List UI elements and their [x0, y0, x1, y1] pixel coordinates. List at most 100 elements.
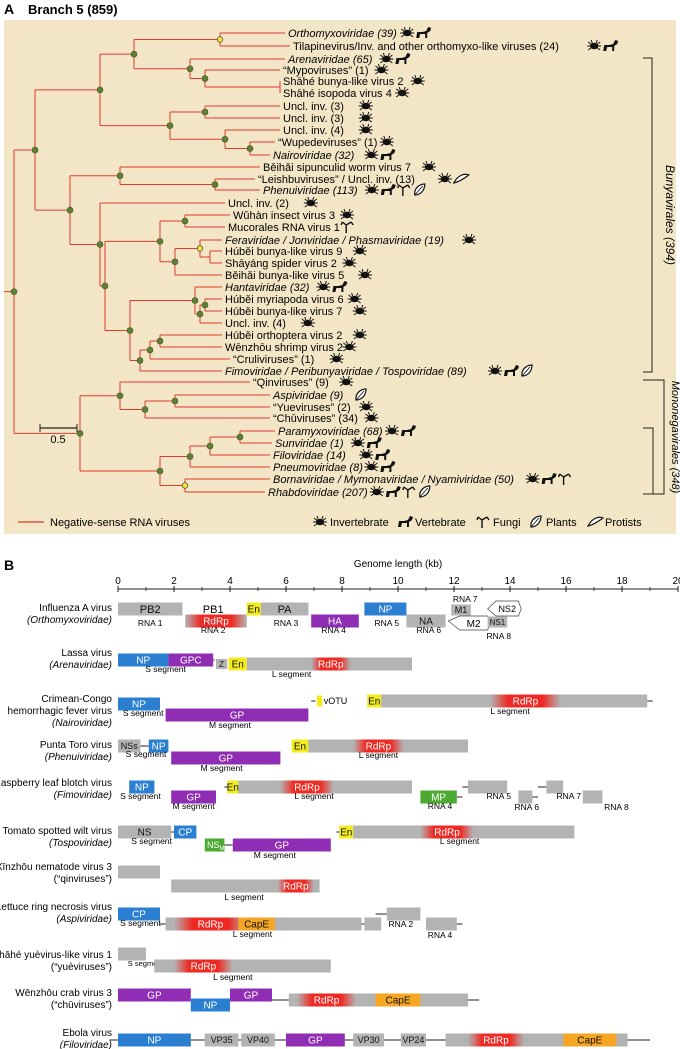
gp-glycoprotein-label: GP — [186, 793, 201, 804]
rdrp-gene — [185, 614, 247, 628]
cp-gene — [174, 825, 197, 839]
m2-label: M2 — [467, 619, 481, 630]
virus-family: (Phenuiviridae) — [45, 752, 112, 763]
cp-gene-label: CP — [132, 910, 146, 921]
invertebrate-icon — [422, 160, 436, 172]
segment-caption: M segment — [173, 801, 216, 811]
axis-tick-label: 14 — [504, 576, 516, 587]
vp24-gene — [400, 1033, 426, 1047]
invertebrate-icon — [303, 196, 318, 208]
segment-caption: L segment — [490, 706, 530, 716]
tree-node — [10, 288, 18, 295]
np-gene — [118, 653, 169, 667]
invertebrate-icon — [400, 26, 415, 38]
rdrp-gene — [174, 917, 247, 931]
tree-node — [141, 406, 149, 413]
plants-icon — [355, 388, 367, 401]
tree-node — [171, 258, 179, 266]
vertebrate-icon — [366, 437, 382, 448]
leaf-label: Mucorales RNA virus 1 — [228, 222, 340, 234]
invertebrate-icon — [358, 99, 373, 111]
en-domain-label: En — [232, 660, 244, 671]
segment-caption: S segment — [128, 959, 165, 968]
vertebrate-icon — [375, 449, 391, 460]
segment-caption: S segment — [145, 664, 186, 674]
invertebrate-icon — [488, 364, 502, 376]
en-domain-label: En — [294, 742, 306, 753]
rdrp-gene-label: RdRp — [318, 660, 344, 671]
segment-caption: L segment — [213, 972, 253, 982]
invertebrate-icon — [369, 485, 384, 497]
rdrp-gene — [174, 959, 233, 973]
tree-node — [191, 297, 199, 304]
virus-name: Tomato spotted wilt virus — [3, 826, 113, 837]
invertebrate-icon — [374, 63, 389, 75]
invertebrate-icon — [342, 256, 357, 268]
np-gene — [190, 998, 230, 1012]
ns-gene — [118, 825, 172, 839]
segment-caption: L segment — [272, 669, 312, 679]
leaf-label: Uncl. inv. (4) — [225, 318, 286, 330]
invertebrate-icon — [347, 292, 362, 304]
en-otu — [316, 695, 323, 707]
en-domain — [246, 602, 261, 616]
segment-caption: S segment — [120, 791, 161, 801]
cape-domain — [238, 917, 275, 931]
leaf-label: Shāyáng spider virus 2 — [225, 258, 337, 270]
tree-node — [130, 50, 138, 58]
axis-tick-label: 18 — [616, 576, 628, 587]
leaf-label: “Yueviruses” (2) — [273, 402, 351, 414]
cape-domain-label: CapE — [577, 1036, 602, 1047]
invertebrate-icon — [385, 424, 399, 436]
panel-a-letter: A — [4, 1, 14, 17]
tree-node — [96, 241, 104, 248]
m1-gene-label: M1 — [455, 605, 468, 615]
en-domain-label: En — [340, 828, 352, 839]
axis-tick-label: 20 — [672, 576, 680, 587]
virus-name: Influenza A virus — [39, 603, 112, 614]
virus-name: Lettuce ring necrosis virus — [0, 902, 112, 913]
vertebrate-icon — [416, 27, 432, 38]
rdrp-gene-label: RdRp — [203, 617, 229, 628]
s-segment — [118, 947, 146, 961]
ns1-gene — [487, 616, 508, 628]
ns-gene-label: NS — [138, 828, 152, 839]
invertebrate-icon — [379, 52, 394, 64]
genome-axis-title: Genome length (kb) — [354, 559, 442, 570]
l-segment-end — [364, 917, 382, 931]
legend-icons: Invertebrate Vertebrate Fungi Plants Protist… — [313, 515, 642, 529]
fungi-icon — [340, 221, 354, 233]
virus-family: (“qinviruses”) — [54, 874, 112, 885]
fungi-icon — [476, 516, 490, 528]
gp-glycoprotein-label: GP — [147, 991, 162, 1002]
segment-caption: S segment — [123, 708, 164, 718]
leaf-label: Sunviridae (1) — [275, 438, 344, 450]
np-gene-label: NP — [203, 1001, 217, 1012]
nsm-gene-label: NS — [207, 840, 220, 850]
leaf-label: Húběi bunya-like virus 7 — [225, 306, 342, 318]
plants-icon — [419, 485, 431, 498]
scale-bar-label: 0.5 — [50, 434, 65, 446]
tree-node — [156, 467, 164, 475]
vertebrate-icon — [398, 516, 413, 527]
virus-family: (Orthomyxoviridae) — [27, 615, 112, 626]
axis-tick-label: 12 — [448, 576, 460, 587]
pa-gene — [260, 602, 309, 616]
rdrp-gene-label: RdRp — [191, 962, 217, 973]
tree-node — [146, 346, 154, 354]
leaf-label: Nairoviridae (32) — [273, 150, 355, 162]
vertebrate-icon — [541, 473, 557, 484]
legend-item-label: Invertebrate — [330, 517, 389, 529]
invertebrate-icon — [352, 328, 367, 340]
tree-node — [116, 392, 124, 400]
tree-node — [96, 86, 104, 94]
np-gene — [118, 697, 160, 711]
leaf-label: Uncl. inv. (3) — [283, 101, 344, 113]
leaf-label: Orthomyxoviridae (39) — [288, 28, 397, 40]
en-domain — [339, 825, 354, 839]
en-domain-label: En — [368, 697, 380, 708]
segment-caption: RNA 1 — [138, 618, 163, 628]
nsm-gene — [204, 838, 225, 852]
segment-caption: RNA 8 — [487, 631, 512, 641]
